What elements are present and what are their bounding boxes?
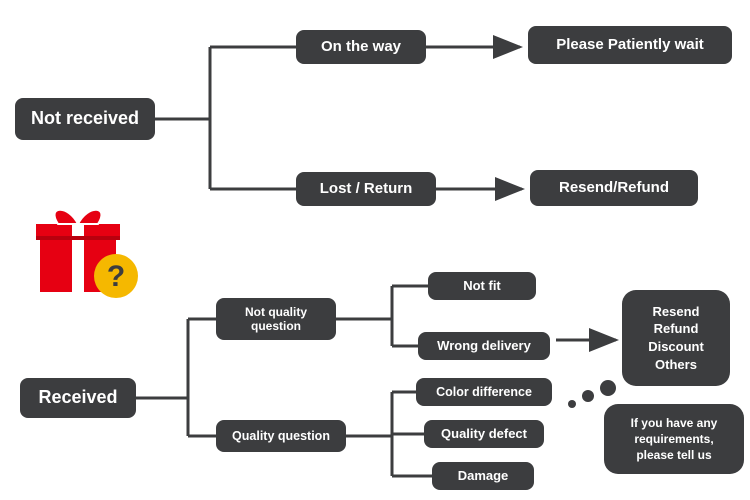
gift-question-icon: ?	[28, 196, 148, 311]
node-please-wait: Please Patiently wait	[528, 26, 732, 64]
node-quality-defect: Quality defect	[424, 420, 544, 448]
node-received: Received	[20, 378, 136, 418]
node-resend-refund: Resend/Refund	[530, 170, 698, 206]
node-color-diff: Color difference	[416, 378, 552, 406]
svg-text:?: ?	[107, 260, 125, 293]
node-not-received: Not received	[15, 98, 155, 140]
node-quality-q: Quality question	[216, 420, 346, 452]
thought-options: Resend Refund Discount Others	[622, 290, 730, 386]
node-not-fit: Not fit	[428, 272, 536, 300]
node-not-quality: Not quality question	[216, 298, 336, 340]
node-wrong-delivery: Wrong delivery	[418, 332, 550, 360]
node-damage: Damage	[432, 462, 534, 490]
node-on-the-way: On the way	[296, 30, 426, 64]
thought-requirements: If you have any requirements, please tel…	[604, 404, 744, 474]
node-lost-return: Lost / Return	[296, 172, 436, 206]
